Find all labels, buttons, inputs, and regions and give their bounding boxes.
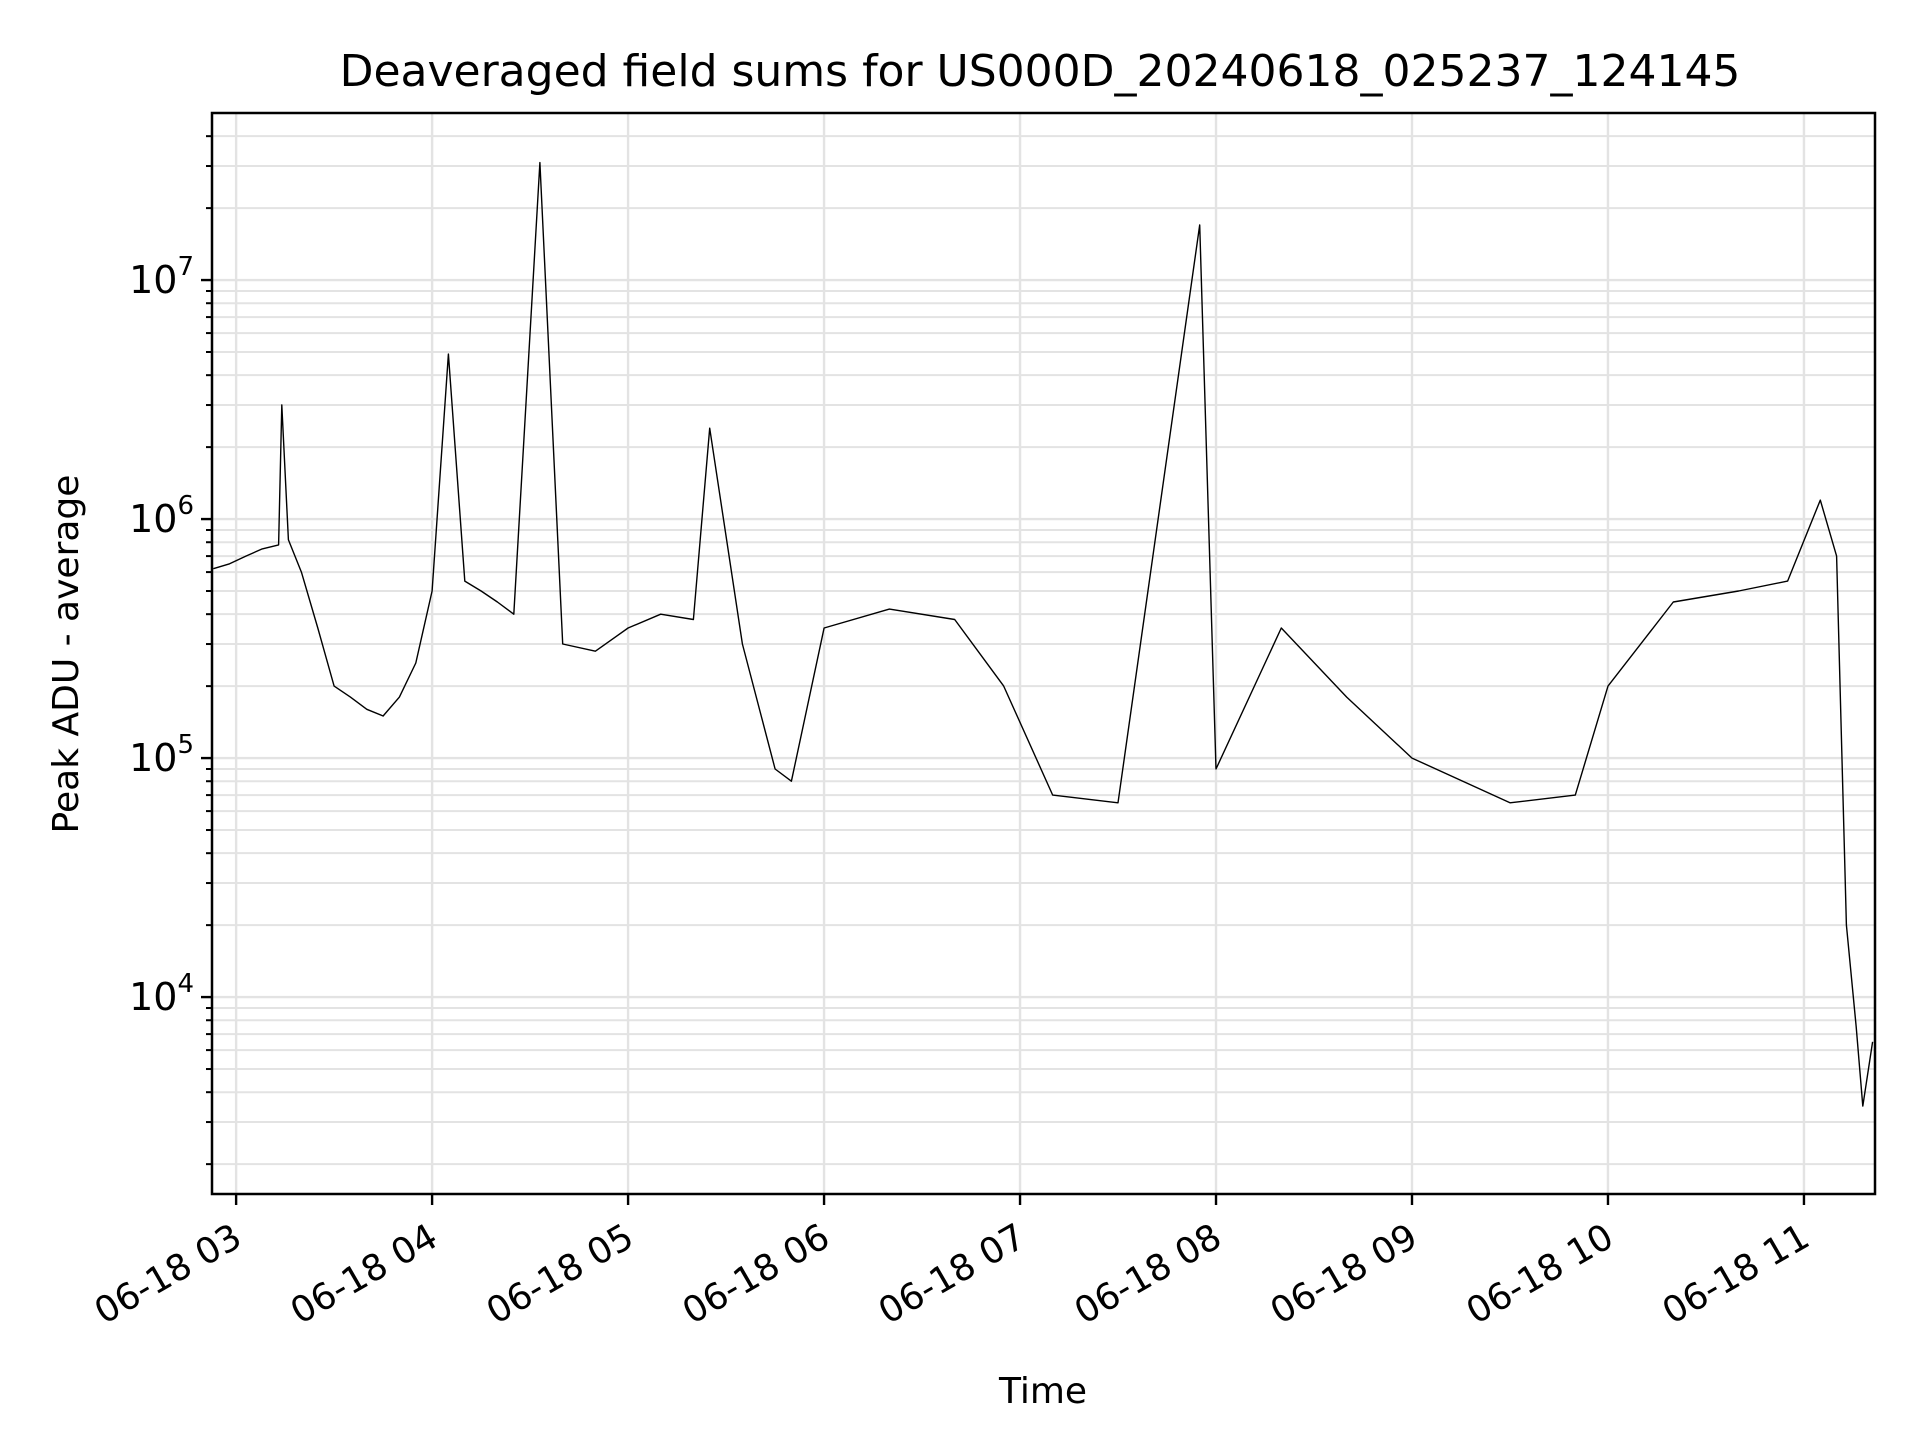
y-axis: 104 105 106 107 <box>129 135 212 1166</box>
y-tick-label: 106 <box>129 491 194 541</box>
y-tick-label: 104 <box>129 969 194 1019</box>
y-axis-label: Peak ADU - average <box>46 475 87 834</box>
x-axis-label: Time <box>998 1371 1087 1412</box>
chart-title: Deaveraged field sums for US000D_2024061… <box>340 46 1741 97</box>
series-line-0 <box>213 161 1874 1107</box>
y-tick-label: 105 <box>129 730 194 780</box>
series-layer <box>213 161 1874 1107</box>
plot-frame <box>210 111 1877 1196</box>
grid <box>212 113 1875 1194</box>
y-tick-label: 107 <box>129 252 194 302</box>
